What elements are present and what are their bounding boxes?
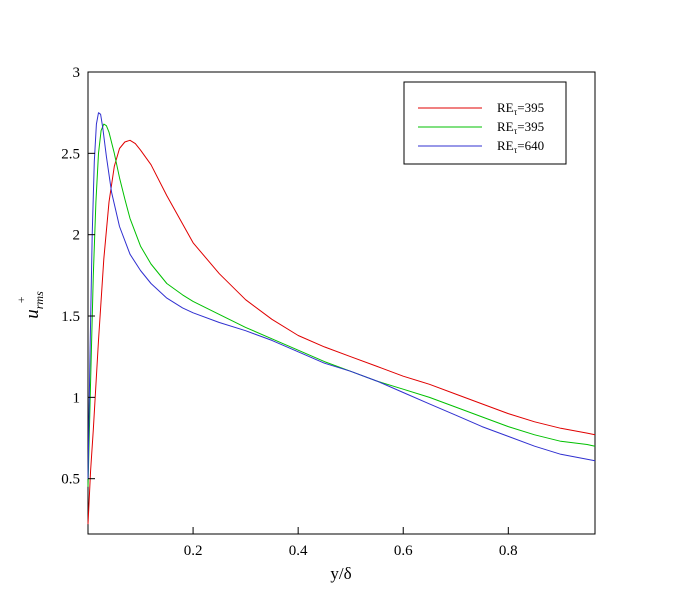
legend-label-2: REτ=640 [497,138,544,155]
y-tick-label-2: 1.5 [61,309,80,325]
y-axis-title-sup: + [14,296,28,303]
legend: REτ=395 REτ=395 REτ=640 [403,81,567,165]
legend-label-1: REτ=395 [497,119,544,136]
x-axis-title: y/δ [330,564,351,583]
x-tick-label-1: 0.4 [289,543,308,559]
x-tick-label-3: 0.8 [499,543,518,559]
series-line-1 [87,123,596,487]
plot-frame [87,71,596,535]
y-axis-title-sub: rms [32,291,46,309]
y-tick-label-1: 1 [73,390,81,406]
legend-label-0: REτ=395 [497,100,544,117]
x-tick-label-2: 0.6 [394,543,413,559]
series-line-0 [87,139,596,525]
series-line-2 [87,112,596,479]
y-tick-label-4: 2.5 [61,146,80,162]
x-tick-label-0: 0.2 [184,543,203,559]
y-tick-label-5: 3 [73,65,81,81]
y-axis-title: urms + [14,291,46,319]
tick-layer: 0.2 0.4 0.6 0.8 0.5 1 1.5 2 2.5 3 [61,65,517,559]
y-tick-label-0: 0.5 [61,472,80,488]
y-axis-title-main: u [22,309,43,319]
y-tick-label-3: 2 [73,228,81,244]
legend-box [403,81,567,165]
series-layer [87,112,596,525]
